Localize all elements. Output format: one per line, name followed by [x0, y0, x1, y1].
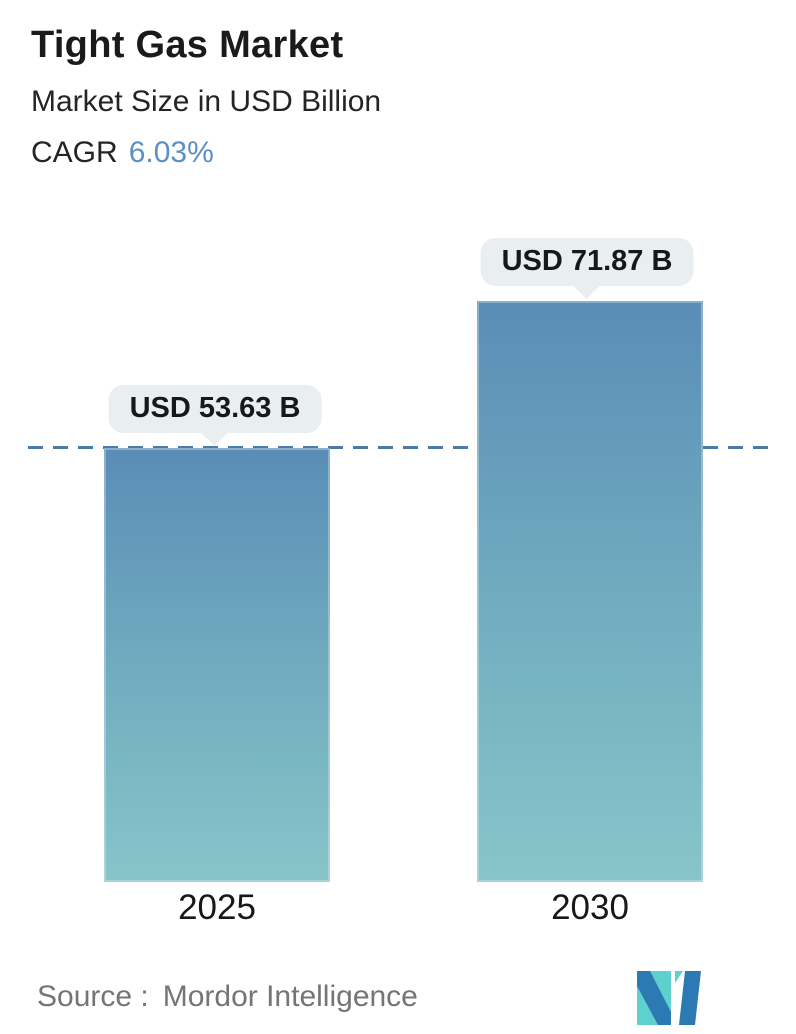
cagr-row: CAGR 6.03% [31, 136, 214, 170]
bar-2025 [104, 448, 330, 882]
logo-teal-wedge [675, 971, 683, 983]
mordor-intelligence-logo [637, 971, 701, 1025]
logo-blue-diagonal [637, 971, 671, 1025]
cagr-value: 6.03% [128, 136, 214, 169]
page-title: Tight Gas Market [31, 24, 344, 66]
logo-blue-bar [679, 971, 701, 1025]
bar-2030 [477, 301, 703, 882]
value-callout-2025: USD 53.63 B [108, 385, 322, 434]
cagr-label: CAGR [31, 136, 118, 169]
source-name: Mordor Intelligence [162, 980, 418, 1013]
source-label: Source : [37, 980, 149, 1013]
x-axis-label-2030: 2030 [551, 888, 629, 927]
source-line: Source : Mordor Intelligence [37, 980, 418, 1014]
value-callout-2030: USD 71.87 B [480, 238, 694, 286]
chart-subtitle: Market Size in USD Billion [31, 85, 382, 118]
x-axis-label-2025: 2025 [178, 888, 256, 927]
reference-dashed-line [28, 446, 778, 450]
